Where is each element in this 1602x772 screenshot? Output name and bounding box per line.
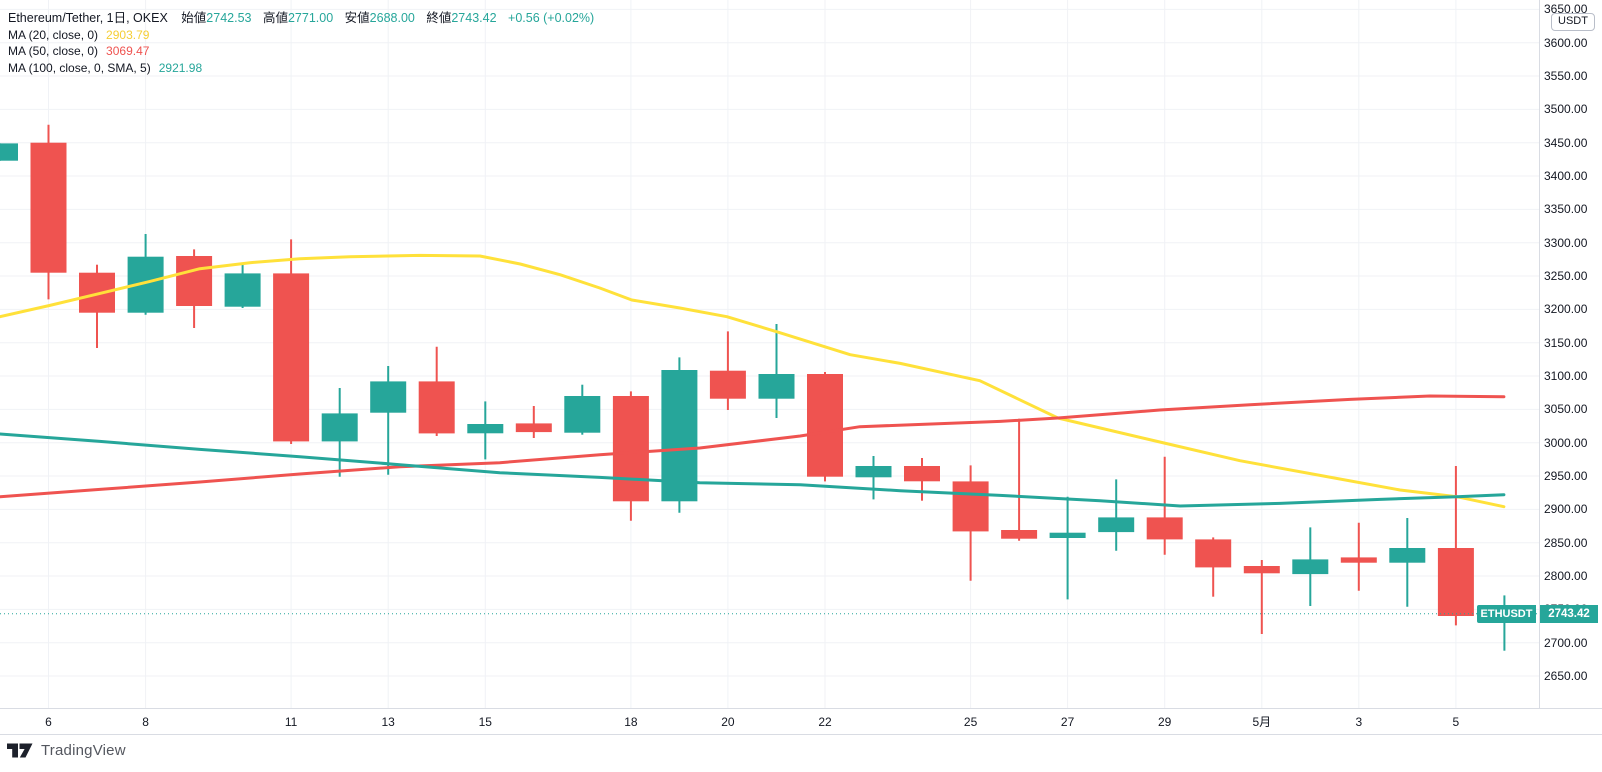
candle-body (1098, 517, 1135, 533)
price-tick-label: 3300.00 (1544, 235, 1588, 250)
candle-body (1049, 532, 1086, 538)
price-tick-label: 3500.00 (1544, 102, 1588, 117)
price-tick-label: 3600.00 (1544, 35, 1588, 50)
price-tick-label: 3450.00 (1544, 135, 1588, 150)
price-tick-label: 3050.00 (1544, 402, 1588, 417)
candle-body (30, 142, 67, 273)
date-tick-label: 5 (1452, 715, 1460, 729)
candle-body (807, 374, 843, 477)
candle-body (1437, 548, 1474, 616)
price-tick-label: 2700.00 (1544, 635, 1588, 650)
candle-body (1146, 517, 1183, 540)
candle-body (1389, 548, 1426, 563)
date-tick-label: 6 (45, 715, 52, 729)
candle-body (1292, 559, 1329, 575)
candle-body (0, 143, 18, 161)
chart-plot-area[interactable] (0, 0, 1539, 708)
date-tick-label: 11 (284, 715, 298, 729)
date-tick-label: 13 (381, 715, 395, 729)
low-label: 安値 (344, 11, 370, 25)
price-tick-label: 2900.00 (1544, 502, 1588, 517)
tradingview-logo-icon (7, 743, 33, 758)
candle-body (176, 256, 213, 306)
date-tick-label: 20 (721, 715, 735, 729)
date-tick-label: 25 (963, 715, 978, 729)
symbol-title[interactable]: Ethereum/Tether, 1日, OKEX (8, 11, 168, 25)
tradingview-logo[interactable]: TradingView (7, 742, 126, 759)
date-tick-label: 27 (1060, 715, 1075, 729)
ma20-line (0, 253, 1506, 509)
candle-body (564, 396, 601, 433)
price-tick-label: 3100.00 (1544, 369, 1588, 383)
date-tick-label: 22 (818, 715, 832, 729)
close-value: 2743.42 (451, 11, 497, 25)
candle-body (612, 396, 649, 502)
candle-body (224, 273, 261, 307)
ma50-line (0, 394, 1506, 499)
ma100-line (0, 432, 1506, 508)
price-tick-label: 3350.00 (1544, 202, 1588, 217)
candle-body (661, 370, 698, 502)
date-tick-label: 15 (478, 715, 492, 729)
price-tick-label: 2850.00 (1544, 535, 1588, 550)
indicator-row-ma100: MA (100, close, 0, SMA, 5) 2921.98 (8, 60, 594, 77)
candle-body (855, 466, 892, 478)
date-tick-label: 8 (142, 715, 149, 729)
high-value: 2771.00 (287, 11, 334, 25)
price-tick-label: 2650.00 (1544, 669, 1588, 683)
ma100-value: 2921.98 (158, 60, 203, 75)
candle-body (1195, 539, 1232, 568)
ma20-value: 2903.79 (106, 27, 150, 42)
candle-body (952, 481, 989, 532)
ma20-label[interactable]: MA (20, close, 0) (8, 27, 99, 42)
current-price-badge: 2743.42 (1540, 604, 1598, 623)
change-value: +0.56 (+0.02%) (508, 11, 595, 25)
symbol-price-label: ETHUSDT (1477, 604, 1536, 623)
price-tick-label: 3550.00 (1544, 69, 1588, 83)
indicator-row-ma20: MA (20, close, 0) 2903.79 (8, 27, 594, 44)
candle-body (515, 423, 552, 433)
open-value: 2742.53 (206, 11, 252, 25)
ma50-label[interactable]: MA (50, close, 0) (8, 44, 99, 58)
price-axis[interactable]: 3650.00 3600.00 3550.00 3500.00 3450.00 3400.… (1539, 0, 1602, 733)
low-value: 2688.00 (369, 11, 415, 25)
candle-body (418, 381, 455, 434)
close-label: 終値 (426, 11, 452, 25)
candle-body (321, 413, 358, 442)
ma50-value: 3069.47 (106, 44, 150, 58)
date-tick-label: 3 (1355, 715, 1363, 729)
candle-body (758, 374, 795, 399)
price-tick-label: 3400.00 (1544, 169, 1588, 183)
price-tick-label: 2800.00 (1544, 569, 1588, 583)
candle-body (904, 466, 940, 482)
legend: Ethereum/Tether, 1日, OKEX 始値2742.53 高値27… (8, 10, 594, 76)
unit-badge[interactable]: USDT (1551, 13, 1595, 31)
price-tick-label: 3000.00 (1544, 435, 1588, 450)
open-label: 始値 (181, 11, 207, 25)
date-tick-label: 18 (624, 715, 638, 729)
candle-body (467, 424, 504, 434)
candle-body (1340, 557, 1377, 563)
high-label: 高値 (262, 11, 288, 25)
candle-body (273, 273, 310, 442)
date-tick-label: 5月 (1252, 715, 1272, 729)
candle-body (1243, 566, 1280, 574)
candle-body (370, 381, 407, 413)
indicator-row-ma50: MA (50, close, 0) 3069.47 (8, 43, 594, 60)
candle-body (1001, 530, 1038, 539)
price-tick-label: 3250.00 (1544, 269, 1588, 283)
time-axis[interactable]: 6 8 11 13 15 18 20 22 25 27 29 5月 3 5 (0, 708, 1602, 735)
date-tick-label: 29 (1158, 715, 1172, 729)
ma100-label[interactable]: MA (100, close, 0, SMA, 5) (8, 60, 151, 75)
price-tick-label: 3150.00 (1544, 335, 1588, 350)
price-tick-label: 2950.00 (1544, 469, 1588, 483)
legend-main-row: Ethereum/Tether, 1日, OKEX 始値2742.53 高値27… (8, 10, 594, 27)
price-tick-label: 3650.00 (1544, 2, 1588, 17)
tradingview-logo-text: TradingView (41, 742, 126, 759)
candle-body (709, 370, 746, 399)
price-tick-label: 3200.00 (1544, 302, 1588, 317)
